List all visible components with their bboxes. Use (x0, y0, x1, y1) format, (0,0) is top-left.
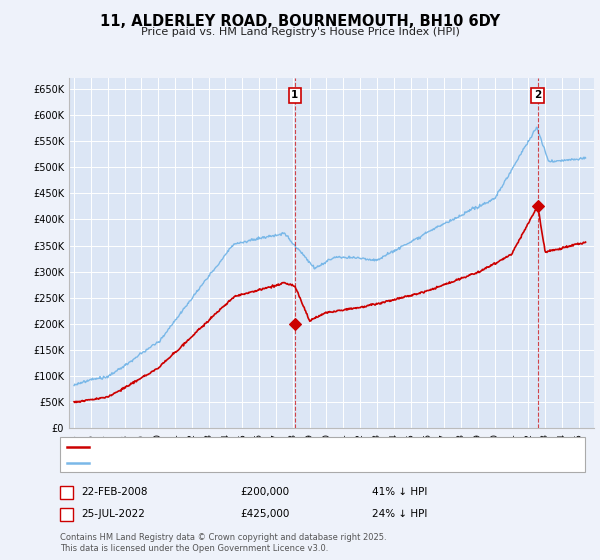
Text: Price paid vs. HM Land Registry's House Price Index (HPI): Price paid vs. HM Land Registry's House … (140, 27, 460, 37)
Point (533, 202, 542, 211)
Text: 25-JUL-2022: 25-JUL-2022 (81, 509, 145, 519)
Text: £200,000: £200,000 (240, 487, 289, 497)
Text: 24% ↓ HPI: 24% ↓ HPI (372, 509, 427, 519)
Text: 2: 2 (534, 90, 541, 100)
Point (290, 319, 299, 328)
Text: Contains HM Land Registry data © Crown copyright and database right 2025.
This d: Contains HM Land Registry data © Crown c… (60, 533, 386, 553)
Text: £425,000: £425,000 (240, 509, 289, 519)
Text: 41% ↓ HPI: 41% ↓ HPI (372, 487, 427, 497)
Text: 22-FEB-2008: 22-FEB-2008 (81, 487, 148, 497)
Text: HPI: Average price, detached house, Bournemouth Christchurch and Poole: HPI: Average price, detached house, Bour… (93, 458, 457, 468)
Text: 11, ALDERLEY ROAD, BOURNEMOUTH, BH10 6DY (detached house): 11, ALDERLEY ROAD, BOURNEMOUTH, BH10 6DY… (93, 441, 422, 451)
Text: 1: 1 (63, 487, 70, 497)
Text: 2: 2 (63, 509, 70, 519)
Text: 11, ALDERLEY ROAD, BOURNEMOUTH, BH10 6DY: 11, ALDERLEY ROAD, BOURNEMOUTH, BH10 6DY (100, 14, 500, 29)
Text: 1: 1 (291, 90, 298, 100)
